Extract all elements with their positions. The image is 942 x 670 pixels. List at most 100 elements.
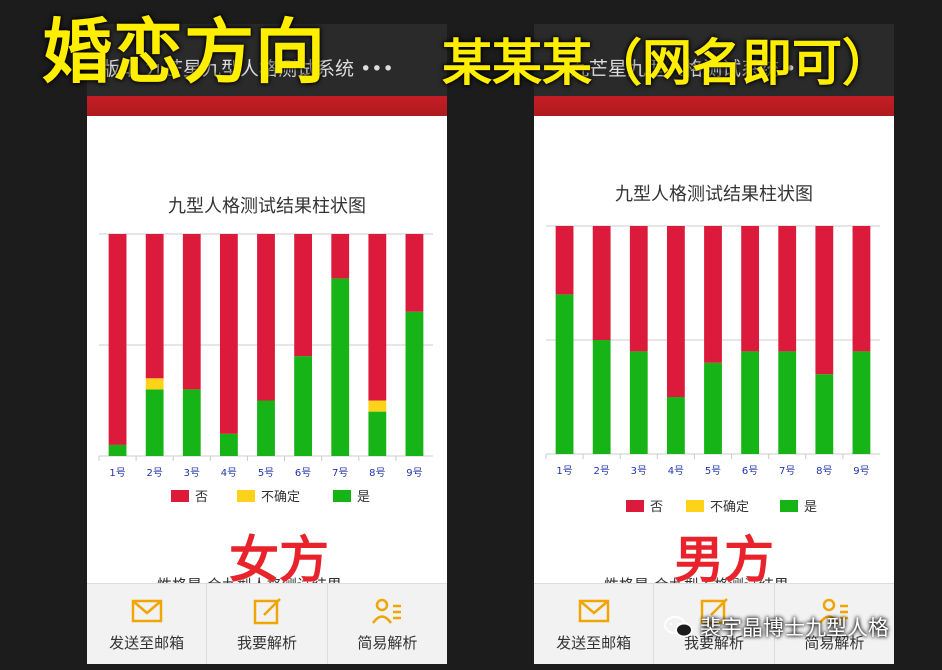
legend-label: 是 xyxy=(357,490,370,505)
x-tick-label: 1号 xyxy=(109,467,125,479)
bar-segment-yes xyxy=(108,444,127,456)
bar-segment-no xyxy=(219,234,238,434)
bar-segment-yes xyxy=(331,278,350,456)
bar-segment-yes xyxy=(629,351,648,454)
x-tick-label: 6号 xyxy=(295,467,311,479)
bar-segment-yes xyxy=(257,400,275,456)
bar-segment-yes xyxy=(145,389,164,456)
bar-segment-no xyxy=(778,226,797,352)
simple-analysis-button[interactable]: 简易解析 xyxy=(328,584,447,664)
chart-title: 九型人格测试结果柱状图 xyxy=(615,184,813,205)
send-email-button[interactable]: 发送至邮箱 xyxy=(534,584,655,664)
x-tick-label: 5号 xyxy=(258,467,274,479)
gender-label-female: 女方 xyxy=(229,531,329,589)
topbar-title: 版本 九芒星九型人格测试系统 ••• xyxy=(101,58,394,80)
bar-segment-yes xyxy=(405,311,424,456)
bar-segment-no xyxy=(592,226,611,340)
edit-icon xyxy=(253,597,281,624)
x-tick-label: 1号 xyxy=(556,465,572,477)
bar-segment-yes xyxy=(592,340,611,454)
send-email-button[interactable]: 发送至邮箱 xyxy=(87,584,208,664)
action-label: 我要解析 xyxy=(683,633,744,652)
bar-segment-no xyxy=(108,234,127,445)
phone-screenshot-male: < 九芒星九型人格测试系统 • 九型人格测试结果柱状图 1号 2号 3号 4号 5号 6号 7… xyxy=(534,24,894,664)
mail-icon xyxy=(578,599,609,622)
legend-label: 是 xyxy=(804,500,817,514)
bar-segment-yes xyxy=(219,433,238,456)
action-label: 发送至邮箱 xyxy=(109,633,185,652)
bar-segment-yes xyxy=(294,356,313,456)
x-tick-label: 8号 xyxy=(816,465,832,477)
action-label: 我要解析 xyxy=(236,633,297,652)
x-tick-label: 3号 xyxy=(631,465,647,477)
chart-title: 九型人格测试结果柱状图 xyxy=(168,196,366,217)
legend-swatch xyxy=(686,500,704,512)
bar-segment-no xyxy=(368,234,387,401)
bar-segment-yes xyxy=(815,374,834,454)
bar-segment-no xyxy=(555,226,574,295)
app-topbar: 版本 九芒星九型人格测试系统 ••• xyxy=(87,24,447,116)
analyze-button[interactable]: 我要解析 xyxy=(654,584,775,664)
legend-swatch xyxy=(780,500,798,512)
x-tick-label: 5号 xyxy=(705,465,721,477)
x-tick-label: 7号 xyxy=(779,465,795,477)
legend-swatch xyxy=(171,490,189,502)
phone-screenshot-female: 版本 九芒星九型人格测试系统 ••• 九型人格测试结果柱状图 1号 2号 3号 4号 5号… xyxy=(87,24,447,664)
analyze-button[interactable]: 我要解析 xyxy=(207,584,328,664)
action-bar: 发送至邮箱 我要解析 简易解析 xyxy=(87,583,447,664)
bar-segment-yes xyxy=(741,351,760,454)
bar-segment-no xyxy=(666,226,685,397)
bar-segment-yes xyxy=(852,351,871,454)
bar-segment-no xyxy=(629,226,648,352)
bar-segment-no xyxy=(331,234,350,279)
topbar-title: < 九芒星九型人格测试系统 • xyxy=(548,58,797,80)
banner-title-left: 婚恋方向 xyxy=(42,11,326,93)
bar-segment-no xyxy=(815,226,834,375)
legend-swatch xyxy=(333,490,351,502)
legend-label: 否 xyxy=(650,500,663,514)
bar-segment-yes xyxy=(778,351,797,454)
bar-segment-uncertain xyxy=(145,378,164,390)
x-tick-label: 2号 xyxy=(593,465,609,477)
x-tick-label: 9号 xyxy=(406,467,422,479)
bar-segment-uncertain xyxy=(368,400,387,412)
x-tick-label: 3号 xyxy=(184,467,200,479)
enneagram-bar-chart: 九型人格测试结果柱状图 1号 2号 3号 4号 5号 6号 7号 8号 9号否 不确定 是 xyxy=(545,184,880,514)
legend-label: 不确定 xyxy=(261,490,300,505)
bar-segment-no xyxy=(257,234,275,401)
wechat-icon xyxy=(664,616,693,638)
action-bar: 发送至邮箱 我要解析 简易解析 xyxy=(534,583,894,664)
bar-segment-no xyxy=(182,234,201,390)
watermark: 裴宇晶博士九型人格 xyxy=(664,612,889,642)
user-list-icon xyxy=(372,598,402,624)
x-tick-label: 8号 xyxy=(369,467,385,479)
bar-segment-no xyxy=(852,226,871,352)
mail-icon xyxy=(131,599,162,622)
action-label: 发送至邮箱 xyxy=(556,633,632,652)
action-label: 简易解析 xyxy=(357,633,418,652)
x-tick-label: 6号 xyxy=(742,465,758,477)
bar-segment-no xyxy=(741,226,760,352)
app-topbar: < 九芒星九型人格测试系统 • xyxy=(534,24,894,116)
x-tick-label: 9号 xyxy=(853,465,869,477)
bar-segment-yes xyxy=(666,397,685,454)
bar-segment-yes xyxy=(182,389,201,456)
legend-label: 不确定 xyxy=(710,500,749,514)
gender-label-male: 男方 xyxy=(674,531,774,589)
bar-segment-yes xyxy=(704,362,722,454)
bar-segment-no xyxy=(145,234,164,379)
legend-swatch xyxy=(237,490,255,502)
x-tick-label: 4号 xyxy=(221,467,237,479)
legend-swatch xyxy=(626,500,644,512)
banner-title-right: 某某某（网名即可） xyxy=(442,34,892,92)
x-tick-label: 2号 xyxy=(146,467,162,479)
legend-label: 否 xyxy=(195,490,208,505)
bar-segment-no xyxy=(704,226,722,363)
simple-analysis-button[interactable]: 简易解析 xyxy=(775,584,894,664)
bar-segment-yes xyxy=(368,411,387,456)
bar-segment-no xyxy=(294,234,313,357)
user-list-icon xyxy=(819,598,849,624)
x-tick-label: 7号 xyxy=(332,467,348,479)
watermark-text: 裴宇晶博士九型人格 xyxy=(700,616,889,640)
bar-segment-no xyxy=(405,234,424,312)
